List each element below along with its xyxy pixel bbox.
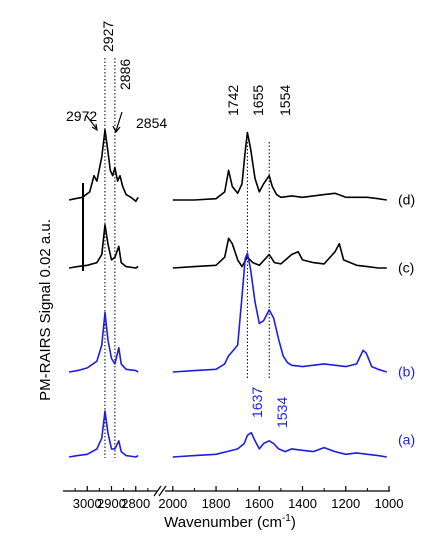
peak-label-1655: 1655 [250,85,266,116]
arrow-2886-head [112,125,121,134]
spectrum-line-b-right [172,252,388,373]
peak-label-2972: 2972 [66,108,97,124]
arrow-2972 [85,114,97,129]
spectrum-line-c-right [172,237,387,269]
series-label-a: (a) [398,432,415,448]
arrow-2886 [115,111,123,132]
x-tick-label-2900: 2900 [97,496,126,511]
peak-label-1554: 1554 [277,85,293,116]
x-tick-label-1600: 1600 [245,496,274,511]
spectrum-line-a-right [172,431,387,458]
x-tick-label-1400: 1400 [288,496,317,511]
peak-label-blue-1534: 1534 [274,397,290,428]
series-label-d: (d) [398,192,415,208]
peak-label-2927: 2927 [100,21,116,52]
x-tick-label-2000: 2000 [158,496,187,511]
series-labels-group: (d) (c) (b) (a) [398,192,415,448]
y-axis-label: PM-RAIRS Signal 0.02 a.u. [37,219,54,401]
x-axis-label: Wavenumber (cm-1) [164,513,296,531]
series-label-c: (c) [398,260,414,276]
x-tick-label-1000: 1000 [375,496,404,511]
x-tick-label-1200: 1200 [331,496,360,511]
spectrum-line-a-left [68,410,139,458]
x-tick-label-3000: 3000 [73,496,102,511]
arrow-2972-head [91,123,98,132]
peak-label-2854: 2854 [136,115,167,131]
spectrum-line-b-left [68,311,139,373]
series-label-b: (b) [398,364,415,380]
peak-label-1742: 1742 [225,85,241,116]
spectrum-line-d-left [68,129,139,203]
axis-break-mark-1 [153,485,162,497]
peak-label-blue-1637: 1637 [249,387,265,418]
x-tick-label-2800: 2800 [121,496,150,511]
peak-label-2886: 2886 [117,59,133,90]
axis-break-mark-2 [158,485,167,497]
spectra-series-group [68,129,388,458]
x-tick-label-1800: 1800 [202,496,231,511]
spectrum-line-c-left [68,224,139,269]
spectrum-line-d-right [172,131,387,201]
